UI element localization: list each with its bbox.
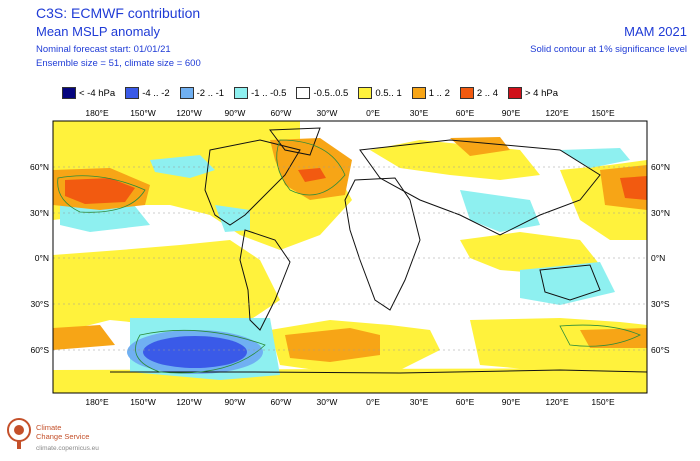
ensemble-size-text: Ensemble size = 51, climate size = 600 (36, 58, 201, 69)
lon-label: 60°E (456, 108, 475, 118)
legend-swatch (459, 87, 474, 99)
lat-label: 60°S (651, 345, 670, 355)
lat-label: 60°S (30, 345, 49, 355)
significance-contours (57, 139, 641, 374)
lat-label: 0°N (651, 253, 665, 263)
legend-item: 0.5.. 1 (358, 87, 402, 99)
legend-swatch (411, 87, 426, 99)
lon-label: 30°W (317, 397, 338, 407)
lon-labels-bottom: 180°E 150°W 120°W 90°W 60°W 30°W 0°E 30°… (85, 397, 615, 407)
lon-label: 120°E (545, 108, 569, 118)
negative-anomaly-south-pacific (127, 330, 263, 374)
lon-label: 30°W (317, 108, 338, 118)
lat-label: 30°S (651, 299, 670, 309)
lat-labels-right: 60°N 30°N 0°N 30°S 60°S (651, 162, 670, 355)
lon-label: 30°E (410, 108, 429, 118)
legend-item: -4 .. -2 (125, 87, 170, 99)
logo-text: Climate Change Service (36, 423, 89, 441)
color-legend: < -4 hPa -4 .. -2 -2 .. -1 -1 .. -0.5 -0… (62, 87, 558, 99)
lon-label: 150°E (591, 397, 615, 407)
lon-label: 180°E (85, 108, 109, 118)
lon-label: 120°W (176, 397, 202, 407)
legend-swatch (296, 87, 311, 99)
legend-label: -0.5..0.5 (313, 87, 349, 99)
positive-anomaly-strong (65, 168, 647, 204)
graticule (53, 166, 647, 351)
lon-label: 30°E (410, 397, 429, 407)
legend-item: -2 .. -1 (179, 87, 225, 99)
logo-url: climate.copernicus.eu (36, 445, 99, 452)
lon-label: 150°W (130, 397, 156, 407)
lon-label: 60°W (271, 397, 292, 407)
legend-label: 1 .. 2 (428, 87, 450, 99)
lon-label: 60°W (271, 108, 292, 118)
legend-item: < -4 hPa (62, 87, 115, 99)
legend-swatch (179, 87, 194, 99)
lon-label: 90°W (225, 397, 246, 407)
legend-label: -4 .. -2 (142, 87, 170, 99)
legend-label: < -4 hPa (79, 87, 116, 99)
forecast-start-text: Nominal forecast start: 01/01/21 (36, 44, 171, 55)
lat-label: 60°N (30, 162, 49, 172)
legend-swatch (358, 87, 373, 99)
lon-label: 120°W (176, 108, 202, 118)
map-area (53, 121, 647, 393)
copernicus-logo-icon (7, 418, 31, 449)
lon-label: 0°E (366, 397, 380, 407)
legend-item: -0.5..0.5 (296, 87, 348, 99)
lat-label: 30°N (651, 208, 670, 218)
legend-label: > 4 hPa (525, 87, 559, 99)
lon-label: 150°E (591, 108, 615, 118)
lat-label: 0°N (35, 253, 49, 263)
logo-line-1: Climate (36, 423, 62, 432)
legend-label: -2 .. -1 (196, 87, 225, 99)
map-subtitle: Mean MSLP anomaly (36, 24, 161, 39)
lon-label: 90°W (225, 108, 246, 118)
legend-swatch (62, 87, 76, 99)
legend-item: 2 .. 4 (459, 87, 498, 99)
lon-labels-top: 180°E 150°W 120°W 90°W 60°W 30°W 0°E 30°… (85, 108, 615, 118)
legend-item: -1 .. -0.5 (234, 87, 286, 99)
legend-swatch (125, 87, 140, 99)
legend-swatch (234, 87, 249, 99)
season-label: MAM 2021 (624, 24, 687, 39)
lon-label: 90°E (502, 397, 521, 407)
legend-item: 1 .. 2 (411, 87, 450, 99)
lon-label: 150°W (130, 108, 156, 118)
map-frame (52, 120, 648, 394)
legend-label: -1 .. -0.5 (251, 87, 287, 99)
map-title: C3S: ECMWF contribution (36, 5, 201, 21)
legend-swatch (508, 87, 522, 99)
lon-label: 180°E (85, 397, 109, 407)
lon-label: 0°E (366, 108, 380, 118)
legend-label: 2 .. 4 (476, 87, 498, 99)
lat-label: 30°N (30, 208, 49, 218)
significance-note: Solid contour at 1% significance level (530, 44, 687, 55)
legend-item: > 4 hPa (508, 87, 558, 99)
lat-label: 30°S (30, 299, 49, 309)
lon-label: 120°E (545, 397, 569, 407)
lon-label: 60°E (456, 397, 475, 407)
lat-labels-left: 60°N 30°N 0°N 30°S 60°S (30, 162, 49, 355)
lon-label: 90°E (502, 108, 521, 118)
lat-label: 60°N (651, 162, 670, 172)
legend-label: 0.5.. 1 (375, 87, 402, 99)
logo-line-2: Change Service (36, 432, 90, 441)
